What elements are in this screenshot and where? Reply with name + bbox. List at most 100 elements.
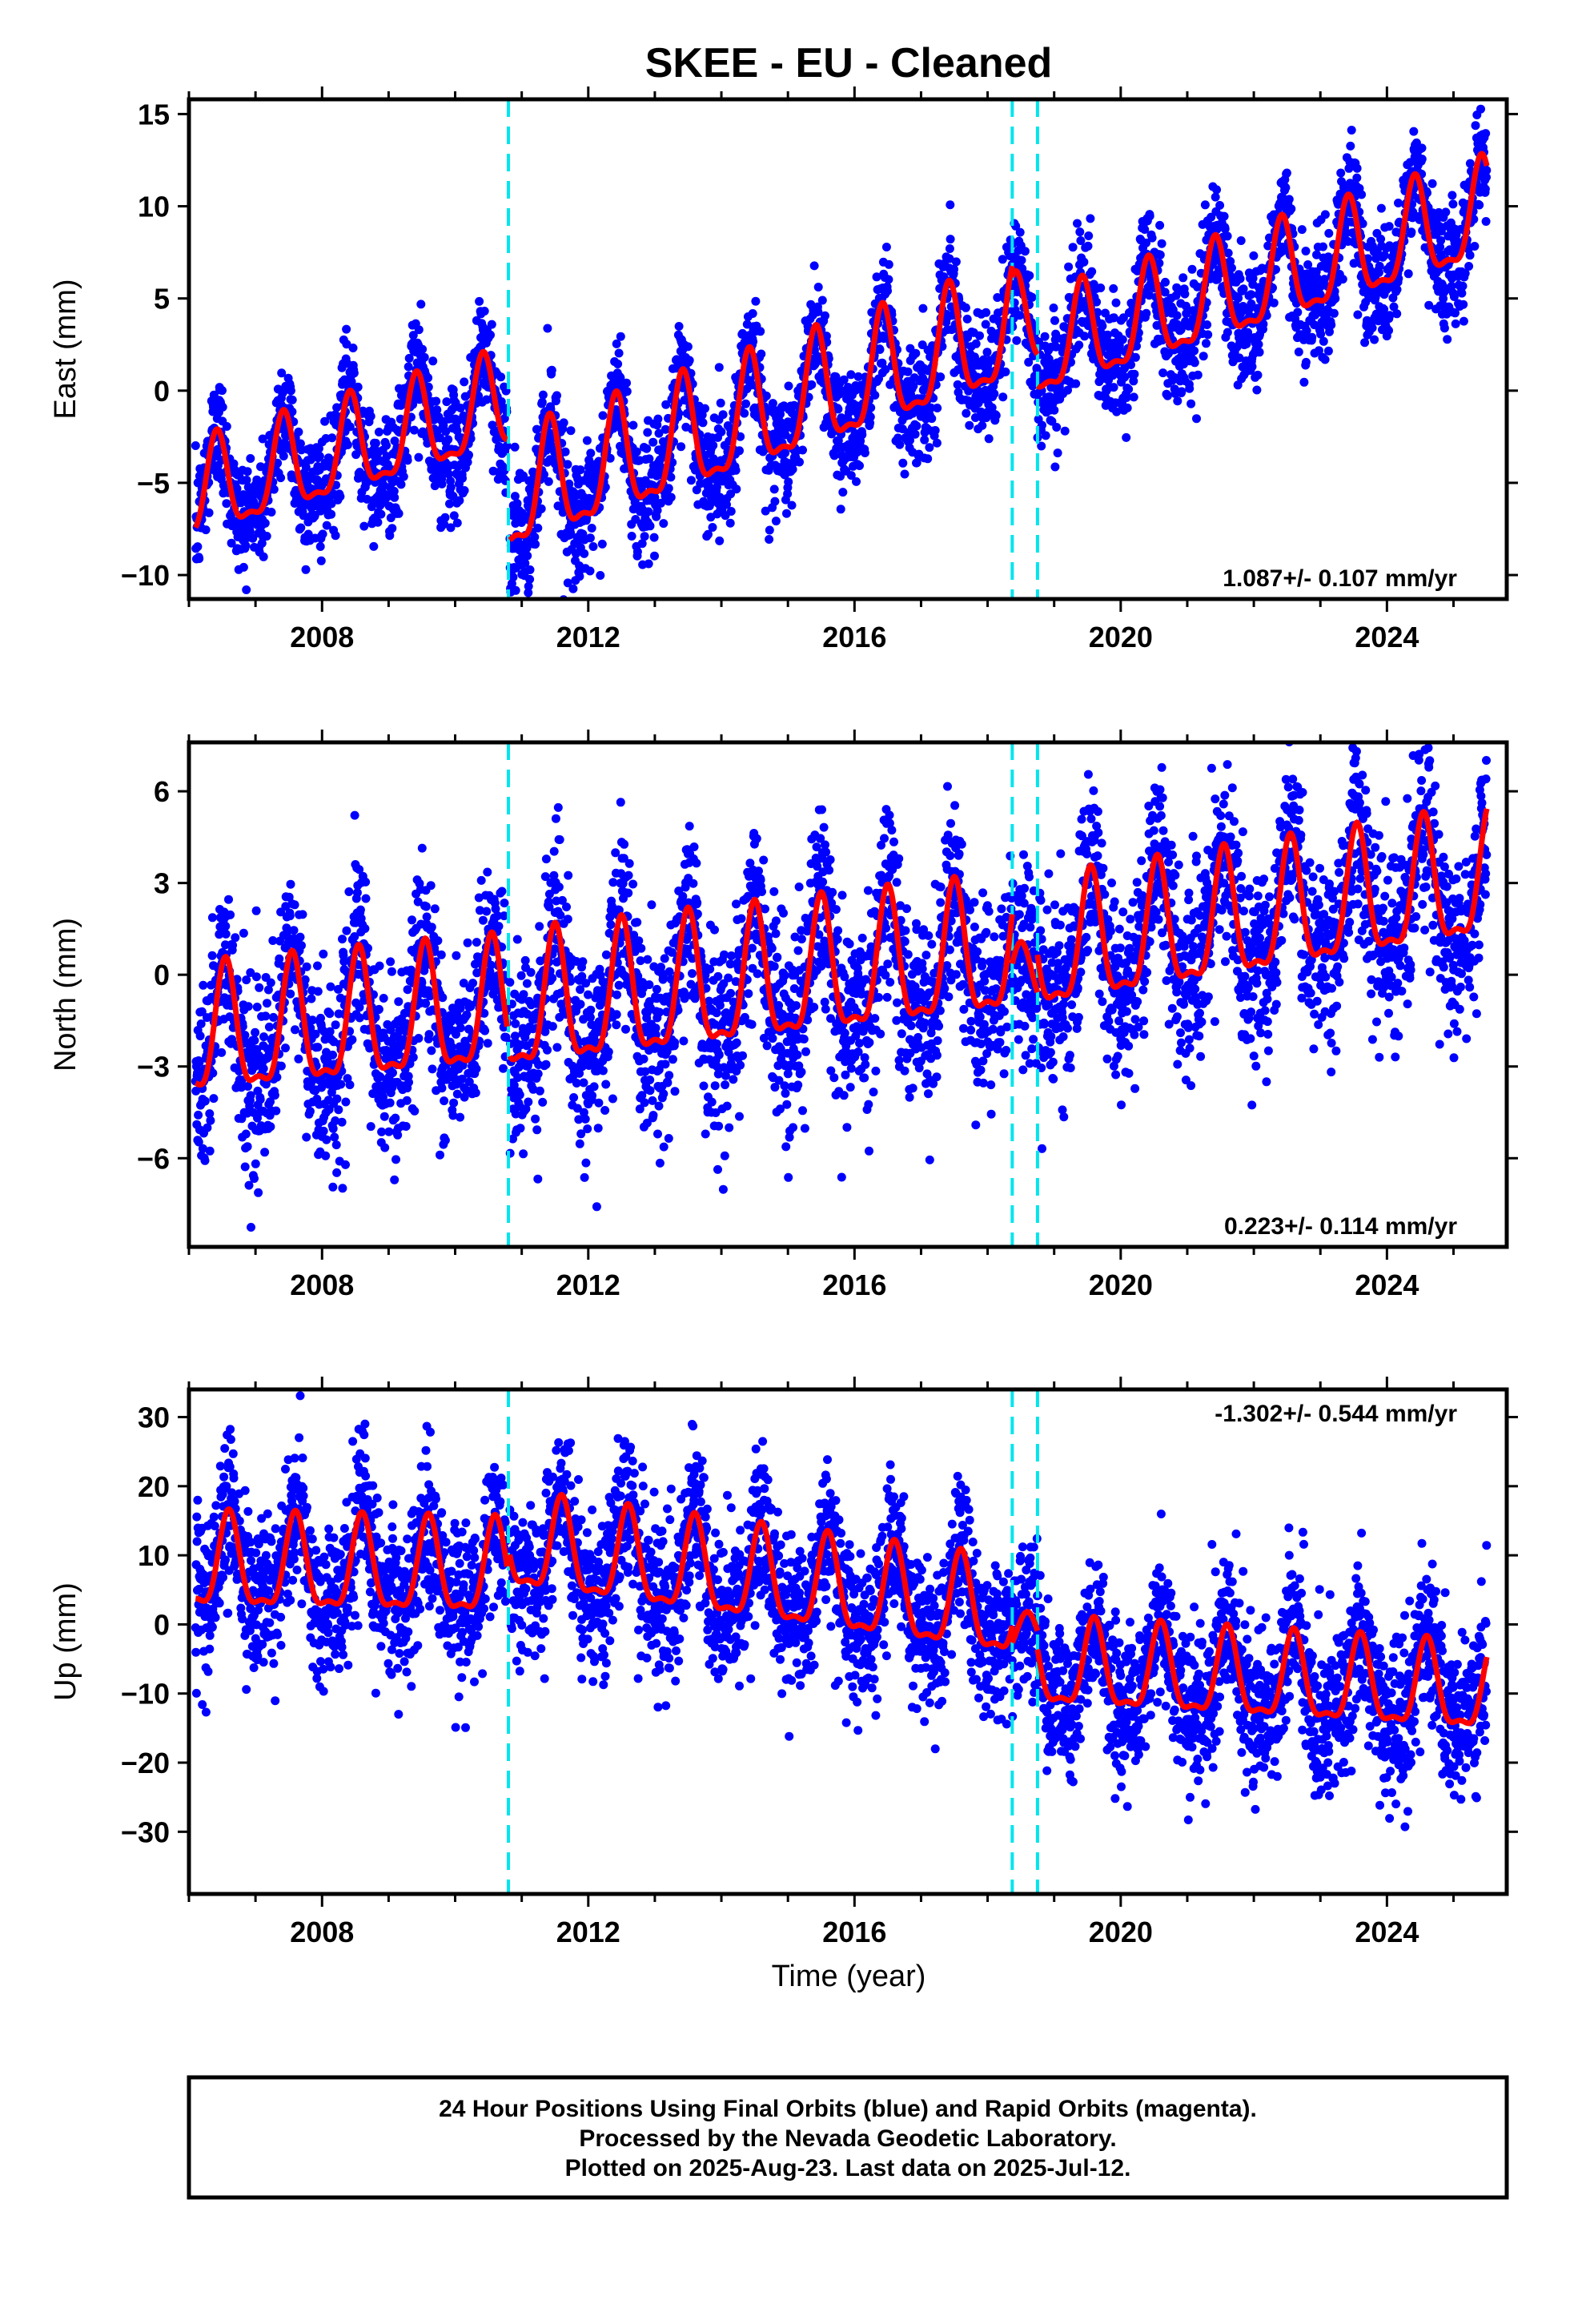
east-point xyxy=(613,360,623,368)
east-point xyxy=(895,440,905,449)
east-point xyxy=(821,311,829,320)
east-point xyxy=(768,399,777,408)
east-point xyxy=(875,345,885,354)
east-point xyxy=(632,547,642,557)
east-point xyxy=(540,470,548,480)
east-point xyxy=(1459,316,1468,326)
east-point xyxy=(432,396,441,406)
east-point xyxy=(596,571,605,580)
east-point xyxy=(1187,264,1197,274)
east-point xyxy=(945,254,954,263)
east-point xyxy=(927,414,937,424)
east-point xyxy=(748,309,757,318)
east-point xyxy=(881,243,891,251)
east-point xyxy=(258,434,267,444)
east-point xyxy=(1051,329,1061,339)
east-point xyxy=(1045,392,1054,401)
east-point xyxy=(475,296,484,306)
east-point xyxy=(714,363,724,372)
east-point xyxy=(917,340,927,350)
east-point xyxy=(444,469,453,479)
east-point xyxy=(1050,405,1059,415)
east-point xyxy=(650,551,659,561)
east-point xyxy=(552,391,561,400)
east-point xyxy=(640,532,649,541)
east-point xyxy=(404,362,413,372)
east-point xyxy=(961,303,970,312)
east-point xyxy=(645,521,655,531)
east-point xyxy=(998,255,1007,264)
east-point xyxy=(566,528,576,537)
east-point xyxy=(1441,207,1451,217)
north-point xyxy=(240,1162,250,1172)
east-point xyxy=(1024,357,1034,367)
east-point xyxy=(893,433,903,443)
east-point xyxy=(1068,243,1078,252)
east-y-tick-label: 10 xyxy=(138,191,170,223)
east-point xyxy=(616,373,625,383)
east-point xyxy=(241,541,251,550)
east-point xyxy=(508,573,518,582)
east-point xyxy=(951,257,961,267)
north-point xyxy=(286,989,295,999)
east-point xyxy=(1049,304,1058,312)
east-point xyxy=(1459,300,1468,309)
east-point xyxy=(446,523,456,533)
east-point xyxy=(981,320,990,329)
east-point xyxy=(416,300,426,309)
east-point xyxy=(232,484,242,493)
east-point xyxy=(320,416,330,426)
north-point xyxy=(241,1129,251,1139)
east-point xyxy=(653,414,663,424)
north-point xyxy=(332,1168,342,1177)
north-point xyxy=(302,1132,311,1142)
east-point xyxy=(349,368,359,378)
east-point xyxy=(1320,355,1330,364)
east-point xyxy=(1096,283,1106,292)
east-point xyxy=(909,381,918,391)
east-point xyxy=(982,348,992,357)
east-point xyxy=(1124,384,1134,394)
east-point xyxy=(839,375,849,384)
east-point xyxy=(852,476,861,486)
east-point xyxy=(374,428,383,436)
east-point xyxy=(970,413,980,422)
north-point xyxy=(336,1080,346,1089)
east-point xyxy=(294,427,303,436)
east-point xyxy=(1376,203,1386,213)
east-point xyxy=(659,519,669,529)
north-point xyxy=(313,961,322,971)
east-point xyxy=(1173,396,1182,406)
east-point xyxy=(496,372,506,382)
east-point xyxy=(291,485,301,495)
east-point xyxy=(1443,335,1452,344)
east-point xyxy=(537,397,547,407)
east-point xyxy=(1417,155,1427,164)
east-point xyxy=(597,539,607,549)
east-point xyxy=(1301,357,1311,367)
east-point xyxy=(1215,200,1225,210)
east-point xyxy=(1075,227,1085,237)
north-point xyxy=(261,1011,271,1021)
north-point xyxy=(313,987,323,996)
east-point xyxy=(1142,308,1151,318)
north-point xyxy=(266,1122,275,1132)
east-point xyxy=(418,344,428,354)
east-point xyxy=(1015,311,1025,320)
east-point xyxy=(218,402,227,412)
east-point xyxy=(366,412,375,421)
east-point xyxy=(1403,269,1413,279)
north-point xyxy=(252,1003,262,1011)
east-point xyxy=(544,476,553,486)
east-point xyxy=(359,521,369,531)
east-point xyxy=(373,517,383,527)
east-point xyxy=(1098,321,1107,331)
north-point xyxy=(321,1151,331,1160)
north-point xyxy=(332,1094,342,1104)
east-point xyxy=(525,574,535,584)
east-point xyxy=(809,261,819,271)
east-point xyxy=(415,395,424,404)
north-point xyxy=(255,983,264,992)
east-point xyxy=(870,391,880,400)
east-point xyxy=(855,461,864,470)
